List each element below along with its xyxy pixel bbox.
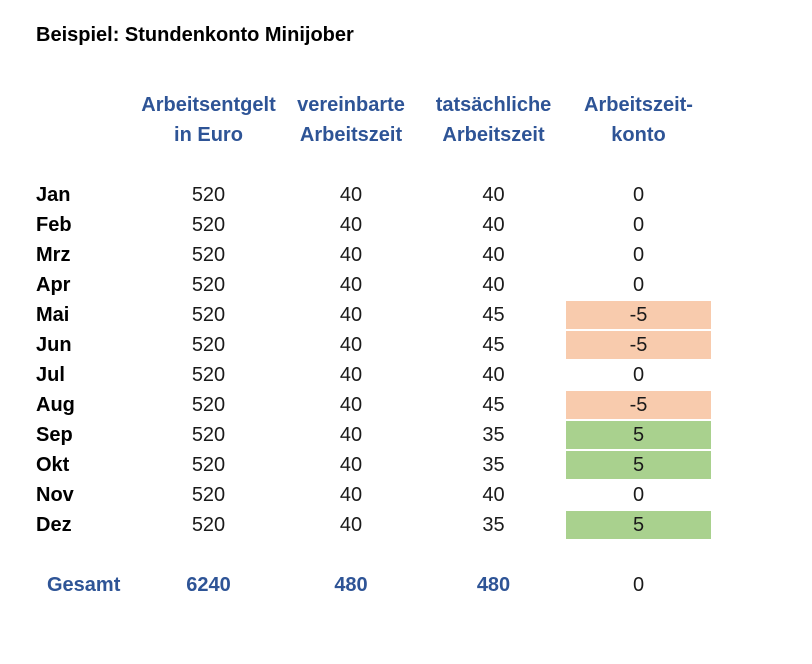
vereinbart-cell: 40 xyxy=(339,184,363,206)
vereinbart-cell: 40 xyxy=(339,364,363,386)
konto-cell: 0 xyxy=(632,364,645,386)
vereinbart-cell: 40 xyxy=(339,484,363,506)
header-line: konto xyxy=(611,124,666,146)
entgelt-cell: 520 xyxy=(191,364,226,386)
konto-cell: -5 xyxy=(566,300,711,330)
tatsaechlich-cell: 45 xyxy=(482,394,505,416)
header-vereinbarte-arbeitszeit: vereinbarte Arbeitszeit xyxy=(281,90,421,150)
konto-cell: 0 xyxy=(632,484,645,506)
tatsaechlich-cell: 35 xyxy=(482,454,505,476)
vereinbart-cell: 40 xyxy=(339,514,363,536)
month-cell: Mai xyxy=(36,304,70,326)
konto-cell: 5 xyxy=(566,510,711,540)
entgelt-cell: 520 xyxy=(191,184,226,206)
month-cell: Sep xyxy=(36,424,73,446)
month-cell: Apr xyxy=(36,274,71,296)
tatsaechlich-cell: 40 xyxy=(482,184,505,206)
vereinbart-cell: 40 xyxy=(339,304,363,326)
month-cell: Jan xyxy=(36,184,71,206)
tatsaechlich-cell: 45 xyxy=(482,304,505,326)
month-cell: Mrz xyxy=(36,244,71,266)
vereinbart-cell: 40 xyxy=(339,244,363,266)
konto-cell: 0 xyxy=(632,184,645,206)
konto-cell: 0 xyxy=(632,214,645,236)
header-line: Arbeitsentgelt xyxy=(141,94,276,116)
tatsaechlich-cell: 40 xyxy=(482,364,505,386)
entgelt-cell: 520 xyxy=(191,394,226,416)
tatsaechlich-cell: 40 xyxy=(482,274,505,296)
header-body-spacer xyxy=(36,150,711,180)
month-cell: Nov xyxy=(36,484,74,506)
entgelt-cell: 520 xyxy=(191,454,226,476)
vereinbart-cell: 40 xyxy=(339,214,363,236)
entgelt-cell: 520 xyxy=(191,484,226,506)
konto-cell: 5 xyxy=(566,420,711,450)
konto-cell: -5 xyxy=(566,330,711,360)
tatsaechlich-cell: 40 xyxy=(482,244,505,266)
total-vereinbart: 480 xyxy=(334,574,368,596)
header-empty-corner xyxy=(36,90,136,120)
body-total-spacer xyxy=(36,540,711,570)
header-arbeitszeitkonto: Arbeitszeit- konto xyxy=(566,90,711,150)
tatsaechlich-cell: 35 xyxy=(482,424,505,446)
header-line: Arbeitszeit xyxy=(442,124,545,146)
total-label: Gesamt xyxy=(47,574,121,596)
header-tatsaechliche-arbeitszeit: tatsächliche Arbeitszeit xyxy=(421,90,566,150)
header-line: Arbeitszeit xyxy=(299,124,403,146)
total-konto: 0 xyxy=(632,574,645,596)
konto-cell: -5 xyxy=(566,390,711,420)
month-cell: Dez xyxy=(36,514,72,536)
vereinbart-cell: 40 xyxy=(339,394,363,416)
entgelt-cell: 520 xyxy=(191,334,226,356)
entgelt-cell: 520 xyxy=(191,214,226,236)
tatsaechlich-cell: 40 xyxy=(482,214,505,236)
entgelt-cell: 520 xyxy=(191,274,226,296)
month-cell: Feb xyxy=(36,214,72,236)
entgelt-cell: 520 xyxy=(191,514,226,536)
header-line: tatsächliche xyxy=(435,94,552,116)
vereinbart-cell: 40 xyxy=(339,274,363,296)
header-line: in Euro xyxy=(174,124,243,146)
total-entgelt: 6240 xyxy=(186,574,231,596)
month-cell: Jul xyxy=(36,364,65,386)
konto-cell: 0 xyxy=(632,244,645,266)
header-line: Arbeitszeit- xyxy=(584,94,693,116)
entgelt-cell: 520 xyxy=(191,424,226,446)
tatsaechlich-cell: 40 xyxy=(482,484,505,506)
tatsaechlich-cell: 45 xyxy=(482,334,505,356)
tatsaechlich-cell: 35 xyxy=(482,514,505,536)
vereinbart-cell: 40 xyxy=(339,334,363,356)
konto-cell: 0 xyxy=(632,274,645,296)
page-title: Beispiel: Stundenkonto Minijober xyxy=(36,24,354,46)
entgelt-cell: 520 xyxy=(191,244,226,266)
header-arbeitsentgelt: Arbeitsentgelt in Euro xyxy=(136,90,281,150)
month-cell: Aug xyxy=(36,394,75,416)
entgelt-cell: 520 xyxy=(191,304,226,326)
month-cell: Jun xyxy=(36,334,72,356)
konto-cell: 5 xyxy=(566,450,711,480)
vereinbart-cell: 40 xyxy=(339,424,363,446)
hours-account-table: Arbeitsentgelt in Euro vereinbarte Arbei… xyxy=(36,90,711,600)
total-tatsaechlich: 480 xyxy=(476,574,511,596)
vereinbart-cell: 40 xyxy=(339,454,363,476)
header-line: vereinbarte xyxy=(297,94,405,116)
month-cell: Okt xyxy=(36,454,70,476)
